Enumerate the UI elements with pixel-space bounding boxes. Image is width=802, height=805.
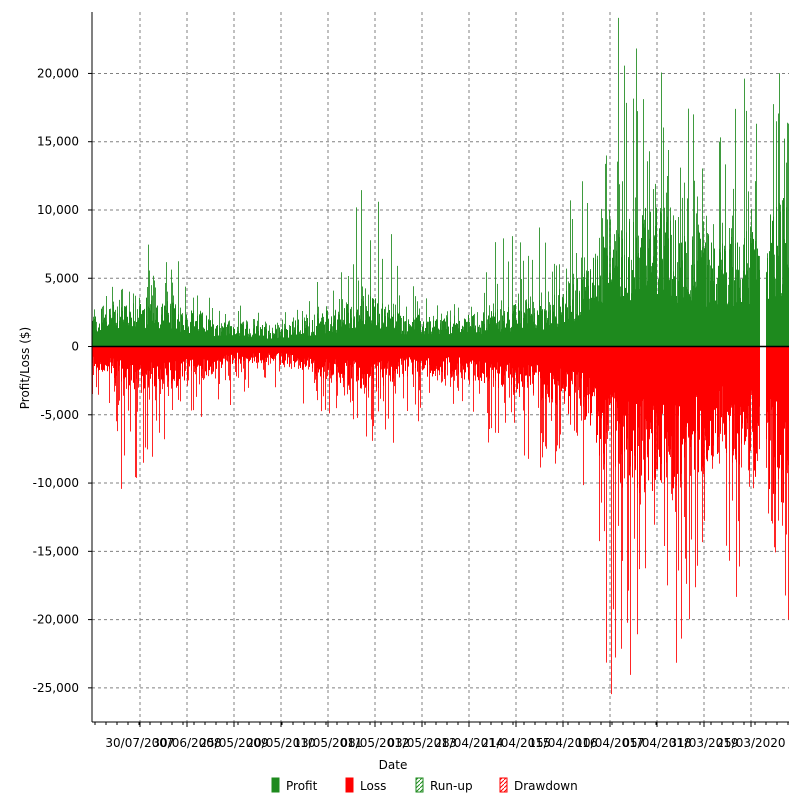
- y-tick-label: -15,000: [33, 544, 79, 558]
- x-axis-label: Date: [379, 758, 408, 772]
- legend-profit-swatch: [271, 777, 280, 793]
- legend-drawdown-swatch: [499, 777, 508, 793]
- x-tick-label: 03/05/2013: [387, 736, 456, 750]
- legend-loss-swatch: [345, 777, 354, 793]
- legend-drawdown-label: Drawdown: [514, 779, 578, 793]
- y-tick-label: 20,000: [37, 66, 79, 80]
- y-tick-label: 5,000: [45, 271, 79, 285]
- y-tick-label: -10,000: [33, 476, 79, 490]
- legend-profit-label: Profit: [286, 779, 318, 793]
- y-tick-label: -25,000: [33, 681, 79, 695]
- x-tick-label: 08/05/2012: [340, 736, 409, 750]
- x-tick-label: 25/05/2009: [199, 736, 268, 750]
- y-tick-label: 0: [71, 340, 79, 354]
- y-tick-labels: 20,000 15,000 10,000 5,000 0 -5,000 -10,000 -15…: [33, 66, 79, 694]
- bars: [92, 17, 789, 695]
- x-tick-label: 20/05/2010: [246, 736, 315, 750]
- x-tick-label: 05/04/2018: [622, 736, 691, 750]
- y-tick-label: 10,000: [37, 203, 79, 217]
- x-tick-labels: 30/07/200730/06/200825/05/200920/05/2010…: [105, 736, 785, 750]
- y-axis-label: Profit/Loss ($): [18, 327, 32, 409]
- x-tick-label: 13/05/2011: [293, 736, 362, 750]
- x-tick-label: 28/04/2014: [434, 736, 503, 750]
- legend: Profit Loss Run-up Drawdown: [271, 777, 578, 793]
- x-tick-label: 10/04/2017: [575, 736, 644, 750]
- legend-runup-swatch: [415, 777, 424, 793]
- y-tick-label: -5,000: [40, 408, 79, 422]
- y-tick-label: -20,000: [33, 613, 79, 627]
- x-tick-label: 31/03/2019: [669, 736, 738, 750]
- x-tick-label: 21/04/2015: [481, 736, 550, 750]
- legend-loss-label: Loss: [360, 779, 386, 793]
- axes: [88, 12, 789, 727]
- x-tick-label: 15/04/2016: [528, 736, 597, 750]
- y-tick-label: 15,000: [37, 135, 79, 149]
- x-tick-label: 30/06/2008: [152, 736, 221, 750]
- legend-runup-label: Run-up: [430, 779, 473, 793]
- x-tick-label: 25/03/2020: [716, 736, 785, 750]
- x-tick-label: 30/07/2007: [105, 736, 174, 750]
